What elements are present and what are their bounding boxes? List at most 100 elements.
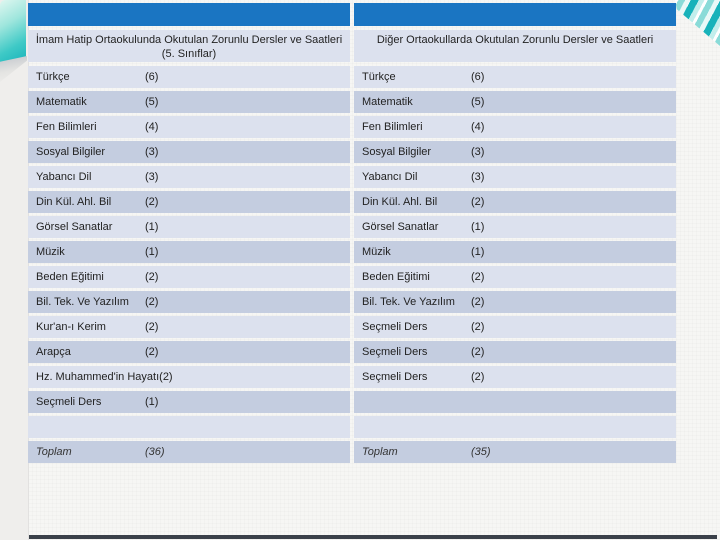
course-hours: (1) — [471, 221, 485, 233]
course-hours: (2) — [145, 296, 159, 308]
table-row: Seçmeli Ders (1) — [28, 391, 350, 413]
course-hours: (2) — [471, 371, 485, 383]
slide-left-margin — [0, 0, 29, 540]
course-hours: (2) — [145, 196, 159, 208]
table-row: Sosyal Bilgiler (3) — [28, 141, 350, 163]
course-hours: (6) — [145, 71, 159, 83]
table-row: Türkçe (6) — [28, 66, 350, 88]
left-table-rows: Türkçe (6) Matematik (5) Fen Bilimleri (4) Sos… — [28, 66, 350, 463]
table-row: Toplam (36) — [28, 441, 350, 463]
course-name: Müzik — [362, 246, 391, 258]
table-row: Fen Bilimleri (4) — [354, 116, 676, 138]
table-row: Arapça (2) — [28, 341, 350, 363]
right-table-rows: Türkçe (6) Matematik (5) Fen Bilimleri (4) Sos… — [354, 66, 676, 463]
course-hours: (1) — [145, 396, 159, 408]
table-row: Yabancı Dil (3) — [354, 166, 676, 188]
course-hours: (2) — [471, 346, 485, 358]
teal-glass-corner-ornament — [0, 0, 26, 64]
course-hours: (35) — [471, 446, 491, 458]
course-name: Beden Eğitimi — [362, 271, 430, 283]
blue-header-band — [354, 3, 676, 26]
table-row: Sosyal Bilgiler (3) — [354, 141, 676, 163]
course-name: Bil. Tek. Ve Yazılım — [36, 296, 129, 308]
course-name: Müzik — [36, 246, 65, 258]
table-row: Türkçe (6) — [354, 66, 676, 88]
course-hours: (1) — [145, 246, 159, 258]
course-name: Yabancı Dil — [36, 171, 92, 183]
course-hours: (2) — [471, 271, 485, 283]
course-name: Seçmeli Ders — [362, 371, 428, 383]
course-name: Matematik — [362, 96, 413, 108]
course-name: Yabancı Dil — [362, 171, 418, 183]
table-row: Din Kül. Ahl. Bil (2) — [354, 191, 676, 213]
imam-hatip-column: İmam Hatip Ortaokulunda Okutulan Zorunlu… — [28, 3, 350, 466]
table-row: Seçmeli Ders (2) — [354, 316, 676, 338]
course-hours: (6) — [471, 71, 485, 83]
course-hours: (5) — [145, 96, 159, 108]
table-row: Bil. Tek. Ve Yazılım (2) — [28, 291, 350, 313]
course-name: Toplam — [362, 446, 398, 458]
table-row: Görsel Sanatlar (1) — [354, 216, 676, 238]
course-hours: (3) — [471, 171, 485, 183]
course-name: Kur'an-ı Kerim — [36, 321, 106, 333]
course-hours: (3) — [471, 146, 485, 158]
table-row: Beden Eğitimi (2) — [354, 266, 676, 288]
course-name: Fen Bilimleri — [362, 121, 423, 133]
course-name: Türkçe — [36, 71, 70, 83]
course-name: Görsel Sanatlar — [362, 221, 439, 233]
table-row — [28, 416, 350, 438]
course-hours: (4) — [145, 121, 159, 133]
teal-stripes-corner-ornament — [675, 0, 720, 46]
course-hours: (2) — [145, 271, 159, 283]
table-row: Hz. Muhammed'in Hayatı(2) — [28, 366, 350, 388]
course-name: Fen Bilimleri — [36, 121, 97, 133]
table-row: Din Kül. Ahl. Bil (2) — [28, 191, 350, 213]
course-hours: (3) — [145, 146, 159, 158]
course-hours: (36) — [145, 446, 165, 458]
right-table-title-line1: Diğer Ortaokullarda Okutulan Zorunlu Der… — [376, 34, 654, 46]
table-row: Matematik (5) — [28, 91, 350, 113]
table-row — [354, 391, 676, 413]
left-table-title-line1: İmam Hatip Ortaokulunda Okutulan Zorunlu… — [35, 34, 343, 46]
table-row: Görsel Sanatlar (1) — [28, 216, 350, 238]
course-name: Türkçe — [362, 71, 396, 83]
course-hours: (2) — [471, 196, 485, 208]
table-row: Müzik (1) — [28, 241, 350, 263]
course-hours: (5) — [471, 96, 485, 108]
left-table-title-line2: (5. Sınıflar) — [161, 48, 217, 60]
course-name: Görsel Sanatlar — [36, 221, 113, 233]
course-hours: (2) — [471, 321, 485, 333]
table-row: Kur'an-ı Kerim (2) — [28, 316, 350, 338]
right-table-title: Diğer Ortaokullarda Okutulan Zorunlu Der… — [354, 30, 676, 62]
table-row: Seçmeli Ders (2) — [354, 341, 676, 363]
table-row: Seçmeli Ders (2) — [354, 366, 676, 388]
course-name: Toplam — [36, 446, 72, 458]
course-name: Matematik — [36, 96, 87, 108]
course-name: Bil. Tek. Ve Yazılım — [362, 296, 455, 308]
blue-header-band — [28, 3, 350, 26]
table-row: Toplam (35) — [354, 441, 676, 463]
course-hours: (3) — [145, 171, 159, 183]
course-name: Din Kül. Ahl. Bil — [36, 196, 112, 208]
course-name: Sosyal Bilgiler — [36, 146, 106, 158]
left-table-title: İmam Hatip Ortaokulunda Okutulan Zorunlu… — [28, 30, 350, 62]
course-hours: (2) — [145, 346, 159, 358]
table-row — [354, 416, 676, 438]
course-name: Beden Eğitimi — [36, 271, 104, 283]
slide-bottom-rule — [29, 535, 717, 539]
table-row: Müzik (1) — [354, 241, 676, 263]
course-name: Hz. Muhammed'in Hayatı — [36, 371, 160, 383]
course-name: Seçmeli Ders — [362, 346, 428, 358]
curriculum-comparison-table: İmam Hatip Ortaokulunda Okutulan Zorunlu… — [28, 3, 676, 466]
course-hours: (2) — [145, 321, 159, 333]
other-schools-column: Diğer Ortaokullarda Okutulan Zorunlu Der… — [354, 3, 676, 466]
course-hours: (1) — [471, 246, 485, 258]
course-name: Seçmeli Ders — [36, 396, 102, 408]
course-hours: (1) — [145, 221, 159, 233]
course-name: Arapça — [36, 346, 71, 358]
course-name: Sosyal Bilgiler — [362, 146, 432, 158]
course-hours: (2) — [471, 296, 485, 308]
course-hours: (2) — [159, 371, 173, 383]
table-row: Beden Eğitimi (2) — [28, 266, 350, 288]
